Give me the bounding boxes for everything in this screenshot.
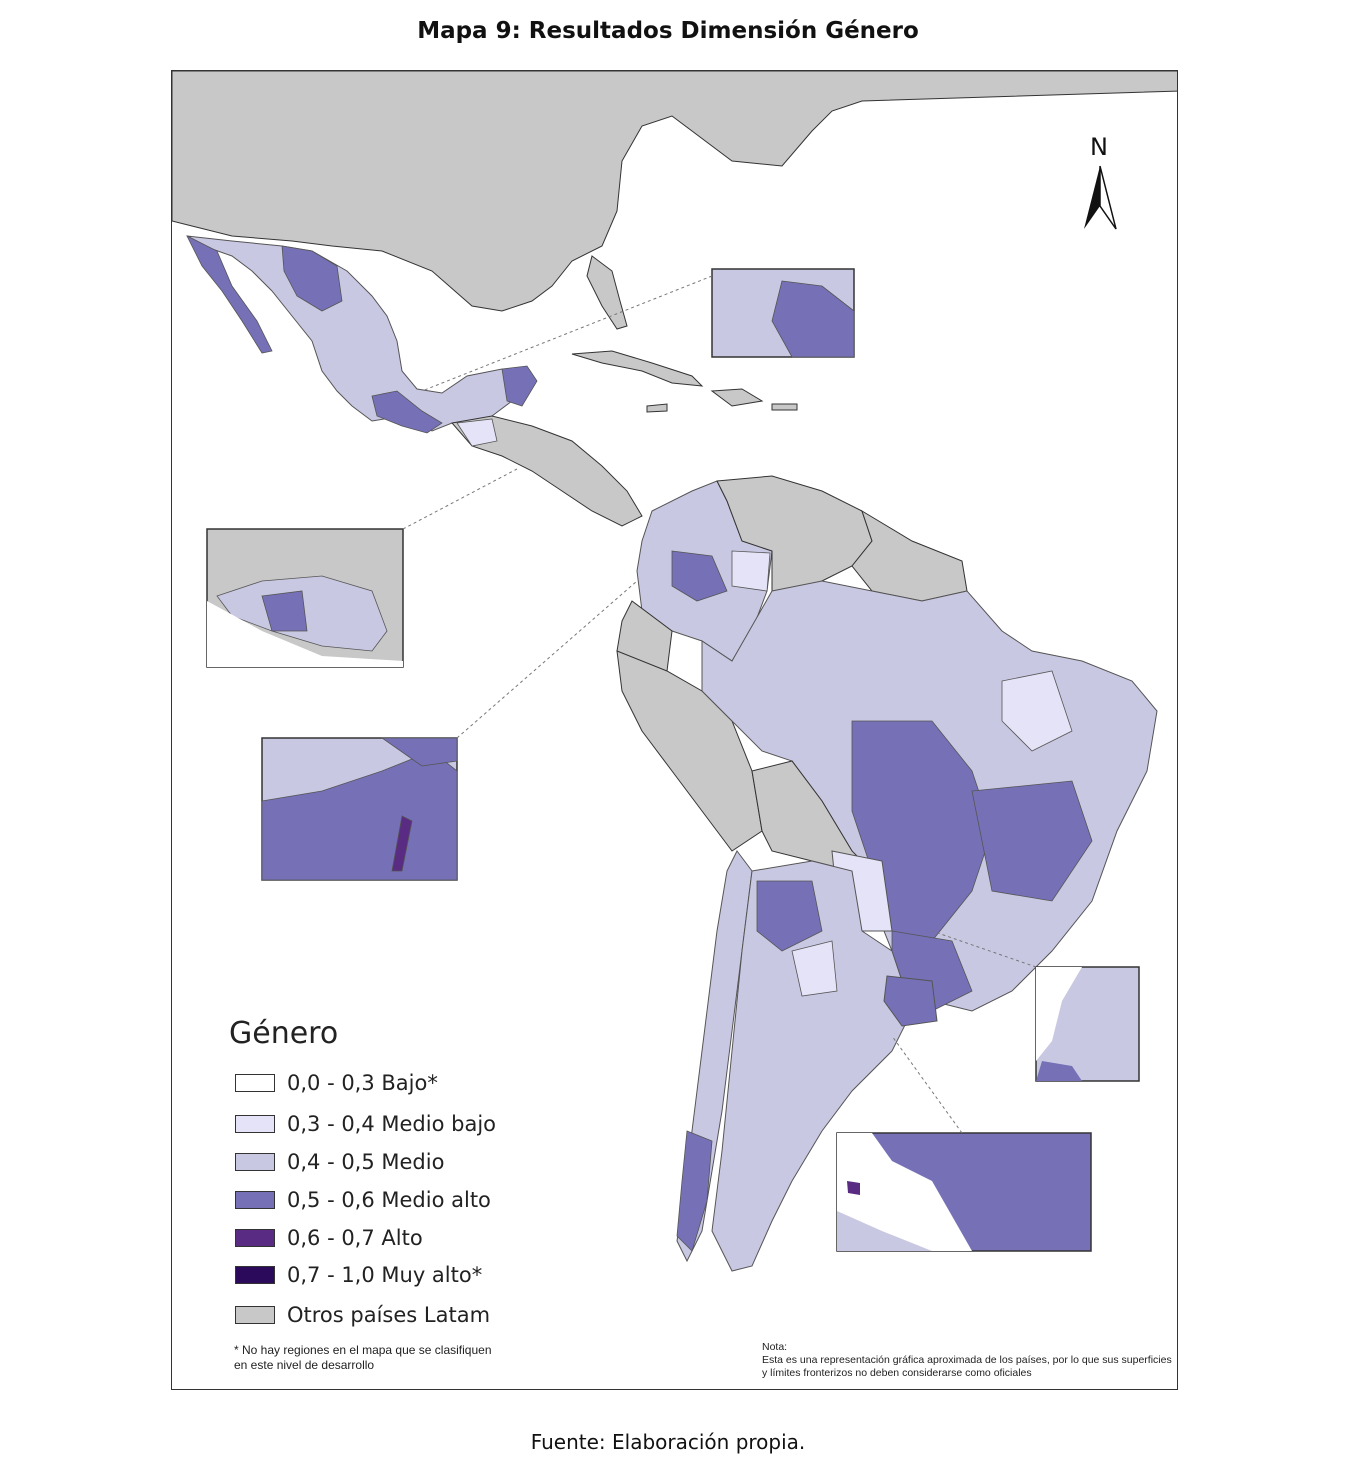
legend-label: 0,7 - 1,0 Muy alto* (287, 1263, 483, 1287)
legend-label: Otros países Latam (287, 1303, 491, 1327)
argentina-center-region (791, 940, 838, 997)
legend-swatch (235, 1229, 275, 1247)
source-caption: Fuente: Elaboración propia. (530, 1430, 806, 1454)
legend-item-otros: Otros países Latam (235, 1303, 490, 1327)
guatemala-region (456, 418, 498, 447)
brazil-southeast-region (971, 780, 1093, 902)
puerto-rico-island (771, 403, 798, 411)
peru-region (616, 650, 763, 852)
central-america-region (451, 415, 643, 527)
colombia-central-region (671, 550, 728, 602)
note-text: Esta es una representación gráfica aprox… (762, 1354, 1172, 1379)
chile-south-region (676, 1130, 713, 1252)
map-frame: N Género 0,0 - 0,3 Bajo* 0,3 - 0,4 Medio… (171, 70, 1178, 1390)
brazil-northeast-region (1001, 670, 1073, 752)
legend-swatch (235, 1074, 275, 1092)
guianas-region (851, 509, 968, 602)
cuba-island (571, 350, 704, 387)
argentina-region (711, 860, 913, 1272)
mexico-north-region (281, 245, 343, 312)
legend-label: 0,6 - 0,7 Alto (287, 1226, 423, 1250)
legend-label: 0,5 - 0,6 Medio alto (287, 1188, 491, 1212)
page-title: Mapa 9: Resultados Dimensión Género (417, 18, 919, 44)
legend-swatch (235, 1115, 275, 1133)
legend-label: 0,3 - 0,4 Medio bajo (287, 1112, 497, 1136)
legend-item-bajo: 0,0 - 0,3 Bajo* (235, 1071, 438, 1095)
legend-footnote: * No hay regiones en el mapa que se clas… (234, 1343, 492, 1372)
legend-label: 0,0 - 0,3 Bajo* (287, 1071, 438, 1095)
north-arrow-label: N (1090, 133, 1108, 161)
colombia-east-region (731, 550, 771, 592)
argentina-north-region (756, 880, 823, 952)
legend-swatch (235, 1191, 275, 1209)
florida-landmass (586, 255, 628, 330)
legend-label: 0,4 - 0,5 Medio (287, 1150, 445, 1174)
north-america-landmass (172, 71, 1177, 312)
brazil-center-region (851, 720, 993, 942)
legend-item-alto: 0,6 - 0,7 Alto (235, 1226, 423, 1250)
uruguay-region (883, 975, 938, 1027)
legend-item-medio-alto: 0,5 - 0,6 Medio alto (235, 1188, 491, 1212)
legend-item-muy-alto: 0,7 - 1,0 Muy alto* (235, 1263, 482, 1287)
legend-item-medio: 0,4 - 0,5 Medio (235, 1150, 444, 1174)
legend-swatch (235, 1306, 275, 1324)
disclaimer-note: Nota: Esta es una representación gráfica… (762, 1341, 1172, 1380)
legend-item-medio-bajo: 0,3 - 0,4 Medio bajo (235, 1112, 496, 1136)
mexico-south-region (371, 390, 443, 434)
hispaniola-island (710, 388, 764, 407)
legend-swatch (235, 1153, 275, 1171)
legend-swatch (235, 1266, 275, 1284)
north-arrow-icon (1084, 165, 1117, 230)
note-heading: Nota: (762, 1341, 788, 1353)
map-canvas (172, 71, 1177, 1272)
yucatan-region (501, 365, 538, 407)
jamaica-island (646, 403, 668, 413)
baja-california-region (186, 235, 273, 354)
legend-title: Género (229, 1016, 339, 1051)
